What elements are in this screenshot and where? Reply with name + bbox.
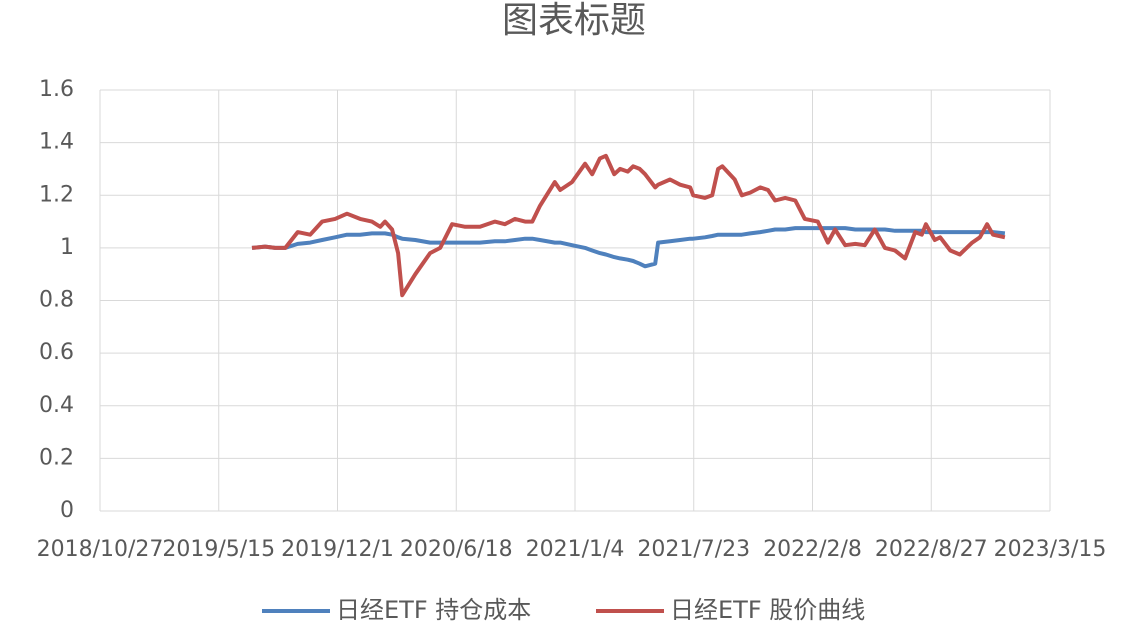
y-tick-label: 1.4 (39, 130, 74, 155)
x-tick-label: 2019/5/15 (162, 537, 275, 562)
x-tick-label: 2022/2/8 (763, 537, 862, 562)
y-tick-label: 0.4 (39, 393, 74, 418)
y-tick-label: 0.6 (39, 340, 74, 365)
legend-label: 日经ETF 持仓成本 (336, 596, 531, 624)
series-line (251, 153, 1006, 298)
legend-label: 日经ETF 股价曲线 (670, 596, 865, 624)
y-tick-label: 1 (60, 235, 74, 260)
y-tick-label: 1.2 (39, 182, 74, 207)
x-tick-label: 2021/1/4 (526, 537, 625, 562)
x-tick-label: 2019/12/1 (281, 537, 394, 562)
y-tick-label: 0.2 (39, 445, 74, 470)
x-tick-label: 2020/6/18 (400, 537, 513, 562)
x-tick-label: 2022/8/27 (875, 537, 988, 562)
x-tick-label: 2018/10/27 (37, 537, 164, 562)
y-tick-label: 0.8 (39, 288, 74, 313)
y-tick-label: 1.6 (39, 77, 74, 102)
x-tick-label: 2021/7/23 (637, 537, 750, 562)
y-tick-label: 0 (60, 498, 74, 523)
x-tick-label: 2023/3/15 (994, 537, 1107, 562)
chart-title: 图表标题 (502, 0, 646, 41)
